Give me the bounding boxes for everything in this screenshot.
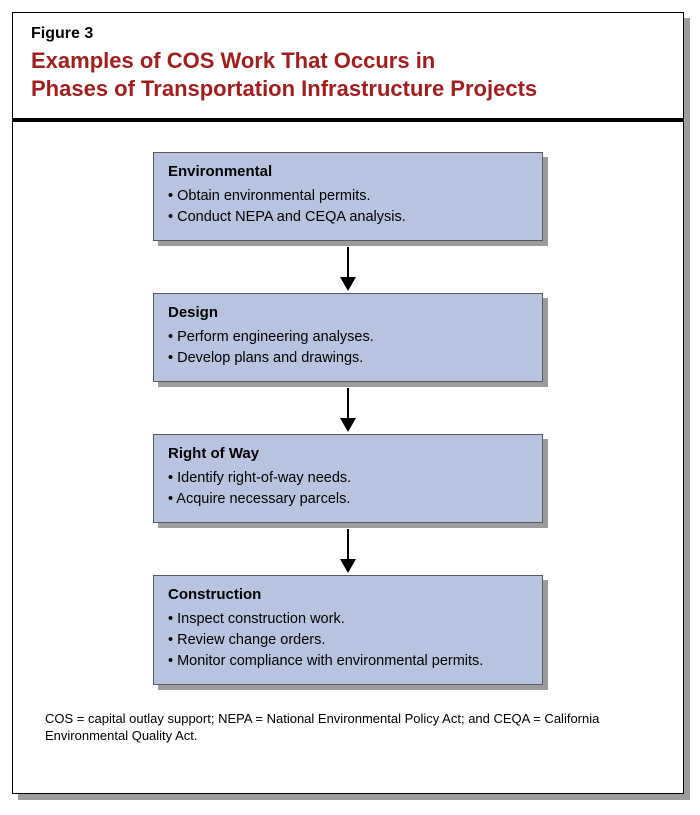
arrow-down-icon [340, 529, 356, 573]
node-title: Right of Way [168, 445, 528, 462]
figure-title-line1: Examples of COS Work That Occurs in [31, 48, 435, 73]
node-item: • Identify right-of-way needs. [168, 468, 528, 489]
flow-node-design: Design • Perform engineering analyses. •… [153, 293, 543, 382]
node-box: Environmental • Obtain environmental per… [153, 152, 543, 241]
figure-footnote: COS = capital outlay support; NEPA = Nat… [45, 710, 651, 745]
node-box: Design • Perform engineering analyses. •… [153, 293, 543, 382]
node-title: Design [168, 304, 528, 321]
node-box: Construction • Inspect construction work… [153, 575, 543, 685]
arrow-down-icon [340, 388, 356, 432]
node-item: • Obtain environmental permits. [168, 186, 528, 207]
flowchart: Environmental • Obtain environmental per… [13, 122, 683, 685]
node-item: • Conduct NEPA and CEQA analysis. [168, 207, 528, 228]
flow-node-construction: Construction • Inspect construction work… [153, 575, 543, 685]
node-box: Right of Way • Identify right-of-way nee… [153, 434, 543, 523]
flow-node-environmental: Environmental • Obtain environmental per… [153, 152, 543, 241]
node-item: • Perform engineering analyses. [168, 327, 528, 348]
node-item: • Acquire necessary parcels. [168, 489, 528, 510]
node-item: • Inspect construction work. [168, 609, 528, 630]
figure-frame: Figure 3 Examples of COS Work That Occur… [12, 12, 684, 794]
node-item: • Develop plans and drawings. [168, 348, 528, 369]
figure-header: Figure 3 Examples of COS Work That Occur… [13, 13, 683, 112]
arrow-down-icon [340, 247, 356, 291]
node-title: Construction [168, 586, 528, 603]
node-title: Environmental [168, 163, 528, 180]
figure-label: Figure 3 [31, 25, 665, 43]
flow-node-right-of-way: Right of Way • Identify right-of-way nee… [153, 434, 543, 523]
figure-title-line2: Phases of Transportation Infrastructure … [31, 76, 537, 101]
figure-title: Examples of COS Work That Occurs in Phas… [31, 47, 665, 102]
node-item: • Monitor compliance with environmental … [168, 651, 528, 672]
node-item: • Review change orders. [168, 630, 528, 651]
